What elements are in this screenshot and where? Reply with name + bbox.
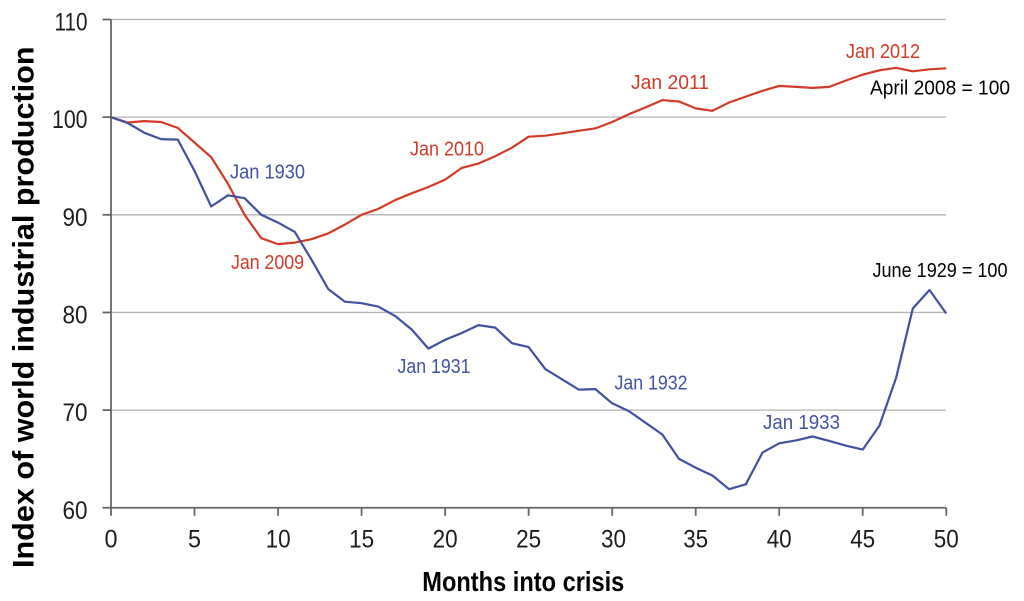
svg-text:50: 50 xyxy=(934,526,959,554)
svg-text:Jan 2010: Jan 2010 xyxy=(410,139,484,161)
svg-text:Jan 1931: Jan 1931 xyxy=(398,356,471,378)
svg-text:5: 5 xyxy=(188,526,201,554)
svg-text:15: 15 xyxy=(349,526,374,554)
svg-text:100: 100 xyxy=(52,106,88,134)
svg-text:Jan 1933: Jan 1933 xyxy=(763,412,840,434)
svg-text:Jan 2009: Jan 2009 xyxy=(231,252,304,274)
svg-text:80: 80 xyxy=(63,302,88,330)
svg-text:90: 90 xyxy=(63,204,88,232)
svg-text:April 2008 = 100: April 2008 = 100 xyxy=(870,78,1010,100)
svg-text:110: 110 xyxy=(55,9,88,37)
svg-text:10: 10 xyxy=(266,526,291,554)
svg-text:60: 60 xyxy=(63,497,88,525)
svg-text:0: 0 xyxy=(105,526,118,554)
svg-text:40: 40 xyxy=(767,526,792,554)
svg-text:Jan 1932: Jan 1932 xyxy=(615,373,688,395)
svg-text:70: 70 xyxy=(63,399,88,427)
svg-text:45: 45 xyxy=(850,526,875,554)
svg-text:25: 25 xyxy=(516,526,541,554)
svg-text:35: 35 xyxy=(683,526,708,554)
svg-text:Months into crisis: Months into crisis xyxy=(422,566,624,597)
svg-text:Jan 2011: Jan 2011 xyxy=(631,72,709,94)
svg-text:Jan 2012: Jan 2012 xyxy=(846,41,920,63)
svg-text:Index of world industrial prod: Index of world industrial production xyxy=(8,47,41,569)
svg-text:June 1929 = 100: June 1929 = 100 xyxy=(873,260,1008,282)
svg-text:20: 20 xyxy=(433,526,458,554)
svg-text:Jan 1930: Jan 1930 xyxy=(230,162,305,184)
svg-text:30: 30 xyxy=(601,526,626,554)
